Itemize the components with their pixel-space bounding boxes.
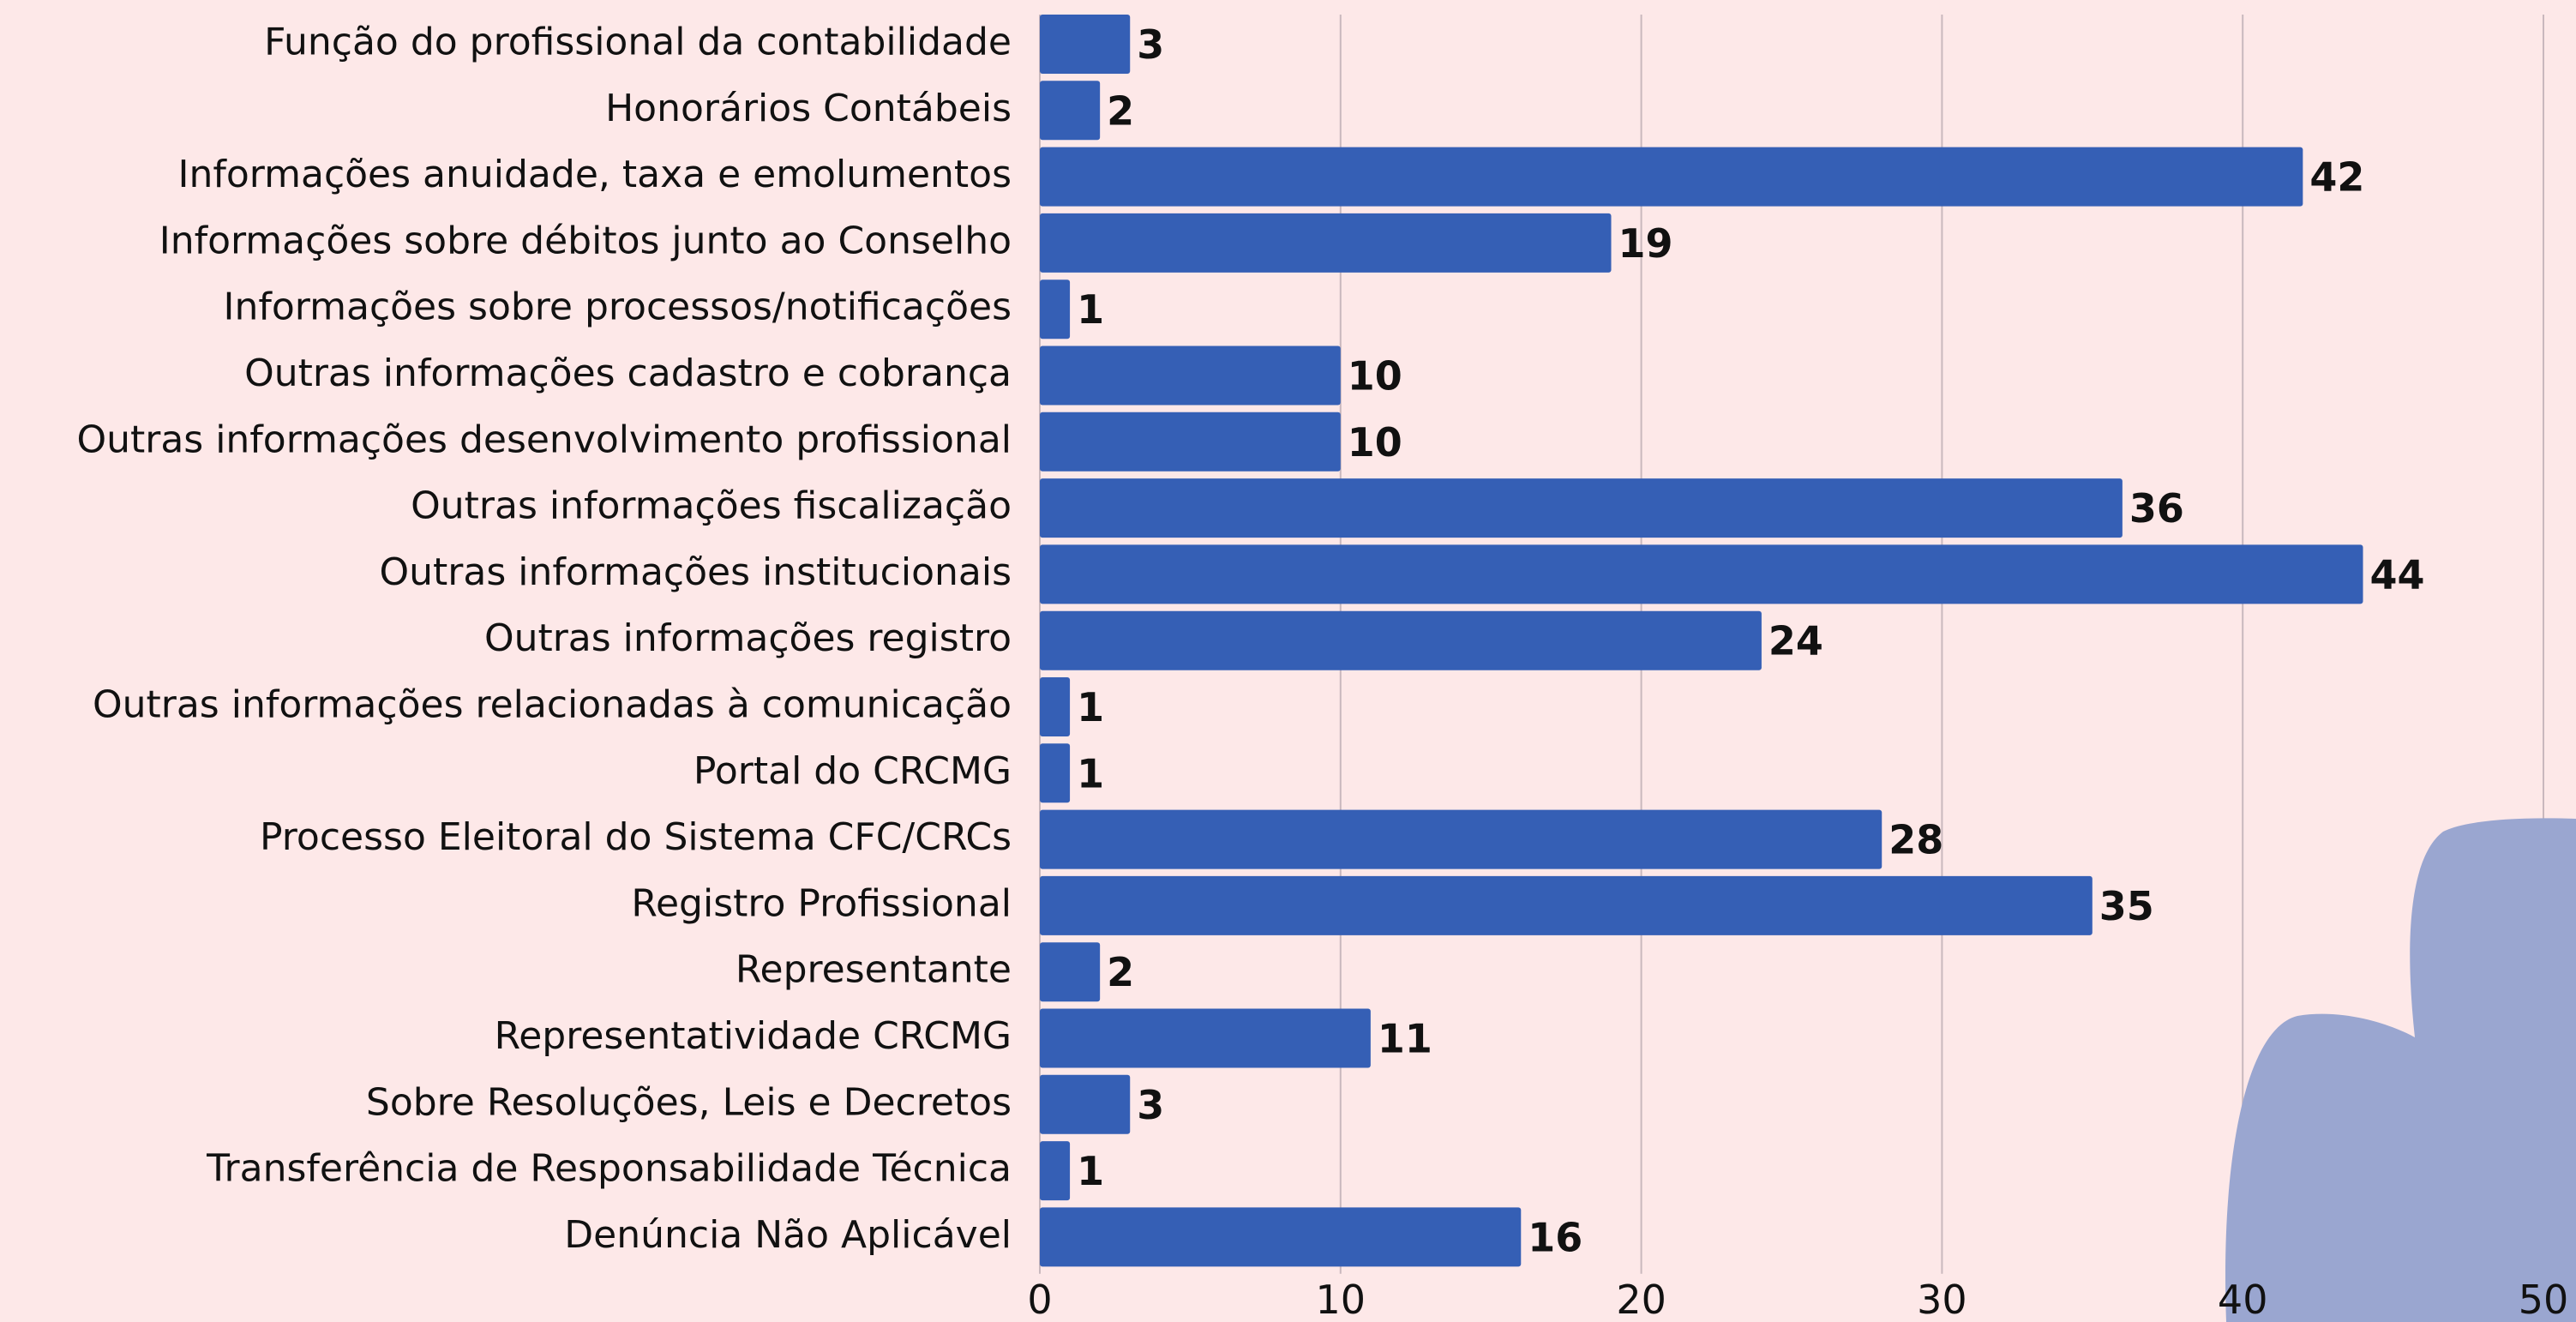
y-tick-label: Representatividade CRCMG (495, 1014, 1012, 1058)
bar (1040, 942, 1100, 1001)
value-label: 1 (1077, 1148, 1104, 1194)
y-tick-label: Denúncia Não Aplicável (564, 1213, 1012, 1257)
x-tick-label: 30 (1917, 1277, 1967, 1322)
y-tick-label: Processo Eleitoral do Sistema CFC/CRCs (260, 815, 1012, 859)
y-tick-label: Portal do CRCMG (694, 749, 1012, 793)
y-tick-label: Transferência de Responsabilidade Técnic… (206, 1147, 1012, 1191)
y-tick-label: Outras informações cadastro e cobrança (244, 352, 1012, 395)
y-tick-label: Representante (736, 948, 1012, 992)
bar (1040, 677, 1070, 736)
y-tick-label: Outras informações institucionais (380, 550, 1012, 594)
bar (1040, 15, 1130, 74)
value-label: 36 (2129, 485, 2184, 532)
bar (1040, 1207, 1521, 1266)
bar (1040, 544, 2363, 604)
y-tick-label: Outras informações desenvolvimento profi… (76, 418, 1012, 461)
x-tick-label: 10 (1316, 1277, 1366, 1322)
value-label: 35 (2099, 883, 2154, 929)
y-tick-label: Informações sobre processos/notificações (224, 285, 1012, 329)
bar (1040, 810, 1882, 869)
value-label: 42 (2309, 154, 2364, 201)
value-label: 44 (2370, 551, 2425, 598)
bar (1040, 81, 1100, 140)
y-tick-label: Informações anuidade, taxa e emolumentos (178, 153, 1012, 196)
x-tick-label: 40 (2218, 1277, 2268, 1322)
value-label: 1 (1077, 750, 1104, 796)
y-tick-label: Outras informações relacionadas à comuni… (93, 683, 1012, 727)
y-tick-label: Informações sobre débitos junto ao Conse… (159, 219, 1012, 262)
bar (1040, 412, 1341, 472)
value-label: 11 (1378, 1016, 1432, 1062)
x-tick-label: 20 (1616, 1277, 1666, 1322)
y-tick-label: Função do profissional da contabilidade (264, 21, 1012, 64)
bar (1040, 1075, 1130, 1134)
value-label: 1 (1077, 684, 1104, 730)
bar (1040, 346, 1341, 406)
value-label: 3 (1137, 21, 1164, 68)
chart: 0 10 20 30 40 50 Função do profissional da con… (0, 0, 2576, 1322)
x-tick-label: 0 (1027, 1277, 1052, 1322)
y-tick-label: Honorários Contábeis (605, 87, 1012, 130)
value-label: 10 (1348, 353, 1402, 400)
value-label: 2 (1107, 949, 1134, 995)
bar (1040, 147, 2303, 207)
bar (1040, 1009, 1371, 1068)
value-label: 16 (1528, 1214, 1582, 1260)
value-label: 19 (1618, 220, 1673, 267)
y-tick-label: Outras informações fiscalização (411, 484, 1012, 528)
bar (1040, 743, 1070, 802)
value-label: 24 (1768, 618, 1823, 664)
value-label: 28 (1888, 817, 1943, 863)
bar (1040, 478, 2123, 538)
value-label: 2 (1107, 87, 1134, 134)
y-tick-label: Outras informações registro (484, 616, 1012, 660)
value-label: 3 (1137, 1082, 1164, 1128)
value-label: 10 (1348, 419, 1402, 466)
x-tick-label: 50 (2519, 1277, 2569, 1322)
bar (1040, 213, 1612, 273)
bar (1040, 279, 1070, 339)
bar (1040, 1141, 1070, 1200)
y-tick-label: Registro Profissional (631, 881, 1012, 925)
y-tick-label: Sobre Resoluções, Leis e Decretos (366, 1080, 1012, 1124)
bar (1040, 876, 2093, 935)
value-label: 1 (1077, 286, 1104, 333)
bar (1040, 611, 1762, 670)
